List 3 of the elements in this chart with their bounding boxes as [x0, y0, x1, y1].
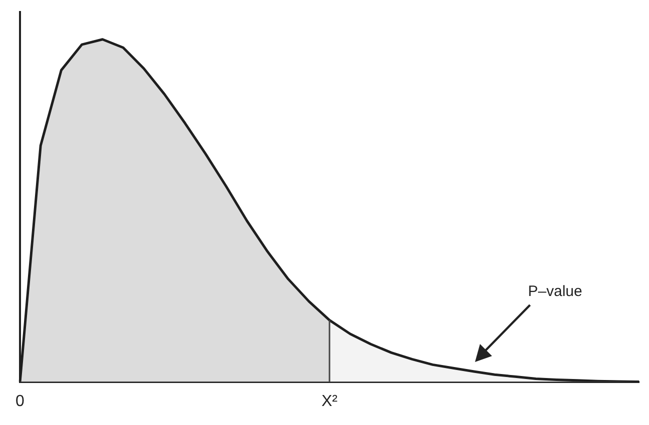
annotation: P–value: [528, 283, 582, 300]
x-tick-label: X²: [322, 392, 338, 410]
x-tick-label: 0: [16, 392, 25, 410]
